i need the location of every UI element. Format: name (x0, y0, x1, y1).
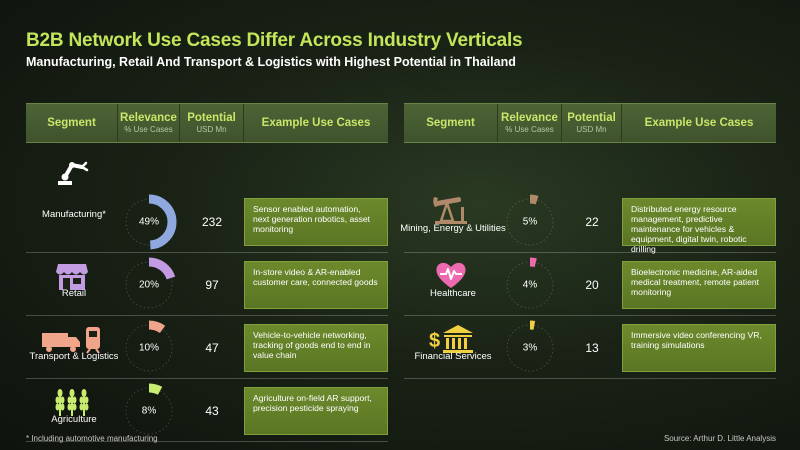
relevance-donut (502, 320, 558, 375)
header-examples: Example Use Cases (644, 117, 754, 129)
example-use-cases: Immersive video conferencing VR, trainin… (622, 323, 776, 372)
relevance-arc (121, 257, 177, 312)
segment-label: Mining, Energy & Utilities (400, 223, 506, 234)
page-title: B2B Network Use Cases Differ Across Indu… (26, 30, 523, 51)
segment-cell: Mining, Energy & Utilities (400, 191, 506, 252)
relevance-cell: 3% (498, 317, 562, 378)
example-use-cases: Bioelectronic medicine, AR-aided medical… (622, 260, 776, 309)
relevance-donut (121, 194, 177, 249)
relevance-donut (121, 383, 177, 438)
relevance-donut (502, 257, 558, 312)
relevance-arc (502, 257, 558, 312)
relevance-arc (502, 194, 558, 249)
segment-cell: Healthcare (404, 254, 498, 315)
example-use-cases: Distributed energy resource management, … (622, 197, 776, 254)
table-row: Healthcare 4% 20 Bioelectronic medicine, AR… (404, 254, 776, 316)
relevance-value: 20% (138, 279, 159, 290)
truck-train-icon (40, 323, 104, 360)
left-table-header: Segment Relevance% Use Cases Potential US… (26, 103, 388, 143)
relevance-cell: 8% (118, 380, 180, 441)
source-note: Source: Arthur D. Little Analysis (663, 434, 776, 443)
header-relevance: Relevance% Use Cases (118, 104, 180, 142)
relevance-value: 8% (141, 405, 157, 416)
relevance-arc (121, 194, 177, 249)
page-subtitle: Manufacturing, Retail And Transport & Lo… (26, 55, 516, 69)
example-use-cases: Vehicle-to-vehicle networking, tracking … (244, 323, 388, 372)
table-row: Transport & Logistics 10% 47 Vehicle-to-veh… (26, 317, 388, 379)
potential-value: 47 (205, 340, 219, 355)
table-row: $ Financial Services 3% 13 Immersive video c… (404, 317, 776, 379)
header-segment: Segment (404, 104, 498, 142)
segment-cell: Retail (26, 254, 118, 315)
header-segment: Segment (26, 104, 118, 142)
example-use-cases: Agriculture on-field AR support, precisi… (244, 386, 388, 435)
relevance-donut (121, 320, 177, 375)
relevance-cell: 4% (498, 254, 562, 315)
svg-text:$: $ (429, 330, 440, 352)
wheat-icon (54, 386, 90, 423)
relevance-arc (121, 320, 177, 375)
segment-label: Manufacturing* (42, 209, 106, 220)
potential-value: 232 (201, 214, 223, 229)
potential-value: 43 (205, 403, 219, 418)
relevance-cell: 20% (118, 254, 180, 315)
right-table-header: Segment Relevance% Use Cases Potential US… (404, 103, 776, 143)
segment-label: Agriculture (51, 414, 97, 425)
segment-cell: Transport & Logistics (26, 317, 118, 378)
right-table: Segment Relevance% Use Cases Potential US… (400, 103, 776, 379)
segment-cell: Manufacturing* (26, 161, 118, 252)
relevance-donut (502, 194, 558, 249)
table-row: Retail 20% 97 In-store video & AR-enabled c… (26, 254, 388, 316)
relevance-value: 3% (522, 342, 538, 353)
relevance-cell: 5% (498, 191, 562, 252)
segment-label: Healthcare (430, 288, 476, 299)
segment-label: Transport & Logistics (29, 351, 119, 362)
table-row: Manufacturing* 49% 232 Sensor enabled autom… (26, 161, 388, 253)
footnote: * Including automotive manufacturing (26, 434, 158, 443)
potential-value: 13 (585, 340, 599, 355)
relevance-value: 4% (522, 279, 538, 290)
relevance-value: 10% (138, 342, 159, 353)
oil-pump-icon (431, 193, 471, 230)
potential-value: 97 (205, 277, 219, 292)
header-examples: Example Use Cases (261, 117, 371, 129)
relevance-value: 49% (138, 216, 159, 227)
heart-pulse-icon (434, 260, 468, 295)
header-potential: Potential USD Mn (180, 104, 244, 142)
relevance-arc (502, 320, 558, 375)
left-table: Segment Relevance% Use Cases Potential US… (26, 103, 388, 442)
header-potential: Potential USD Mn (562, 104, 622, 142)
potential-value: 20 (585, 277, 599, 292)
segment-label: Financial Services (414, 351, 492, 362)
segment-label: Retail (61, 288, 87, 299)
relevance-value: 5% (522, 216, 538, 227)
example-use-cases: Sensor enabled automation, next generati… (244, 197, 388, 246)
storefront-icon (55, 260, 89, 297)
bank-icon: $ (428, 323, 474, 360)
potential-value: 22 (585, 214, 599, 229)
table-row: Agriculture 8% 43 Agriculture on-field AR s… (26, 380, 388, 442)
header-relevance: Relevance% Use Cases (498, 104, 562, 142)
relevance-cell: 10% (118, 317, 180, 378)
example-use-cases: In-store video & AR-enabled customer car… (244, 260, 388, 309)
robot-arm-icon (52, 155, 92, 192)
relevance-cell: 49% (118, 191, 180, 252)
relevance-arc (121, 383, 177, 438)
relevance-donut (121, 257, 177, 312)
segment-cell: Agriculture (26, 380, 118, 441)
segment-cell: $ Financial Services (404, 317, 498, 378)
table-row: Mining, Energy & Utilities 5% 22 Distribute… (400, 191, 776, 254)
